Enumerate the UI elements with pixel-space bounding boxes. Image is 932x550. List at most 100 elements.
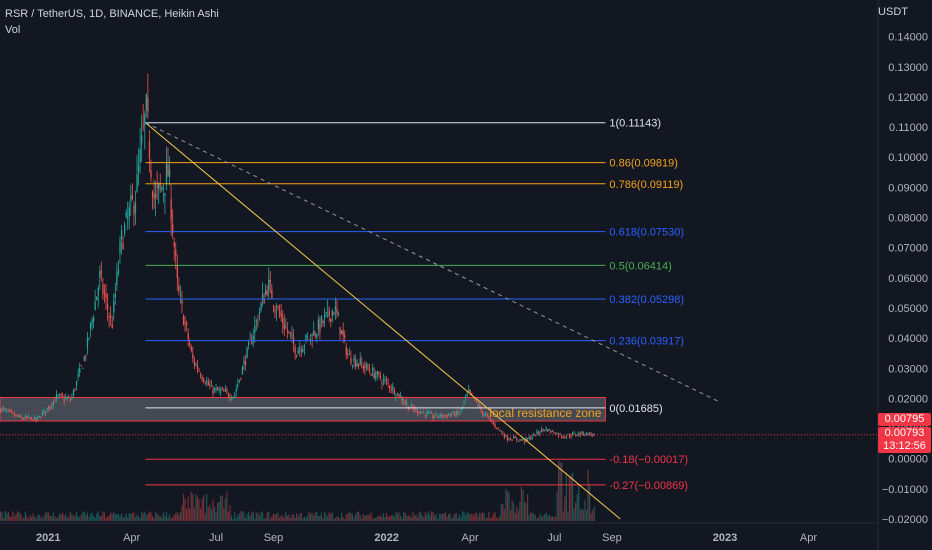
volume-bar <box>447 514 450 521</box>
symbol-title[interactable]: RSR / TetherUS, 1D, BINANCE, Heikin Ashi <box>5 8 219 20</box>
candle-body <box>168 169 171 177</box>
candle-body <box>506 436 509 440</box>
volume-bar <box>354 514 357 521</box>
candle-body <box>305 335 307 341</box>
candle-body <box>530 437 532 440</box>
volume-bar <box>37 514 39 521</box>
volume-bar <box>136 514 138 521</box>
candle-body <box>337 315 340 317</box>
candle-body <box>384 379 386 381</box>
volume-bar <box>339 518 341 521</box>
volume-bar <box>319 515 321 521</box>
dashed-trend-line[interactable] <box>145 122 719 402</box>
volume-bar <box>226 491 228 521</box>
fib-level-label: 0.86(0.09819) <box>609 158 678 170</box>
time-tick-label: Apr <box>461 532 478 544</box>
volume-bar <box>234 511 236 521</box>
volume-bar <box>85 515 87 521</box>
volume-bar <box>289 518 292 521</box>
candle-body <box>186 322 188 326</box>
candle-body <box>361 363 363 364</box>
volume-bar <box>96 513 98 521</box>
candle-body <box>342 330 344 336</box>
volume-bar <box>310 513 312 521</box>
candle-body <box>486 414 488 416</box>
candle-body <box>37 417 39 419</box>
candle-body <box>232 396 234 398</box>
resistance-zone-box[interactable] <box>0 396 606 422</box>
candle-body <box>390 389 392 390</box>
volume-bar <box>458 514 460 521</box>
volume-label[interactable]: Vol <box>5 24 21 36</box>
candle-body <box>542 429 544 431</box>
volume-bar <box>475 512 478 521</box>
candle-body <box>365 363 368 368</box>
candle-body <box>576 434 578 436</box>
price-tick-label: 0.10000 <box>888 152 928 164</box>
candle-body <box>401 397 403 402</box>
candle-body <box>443 415 445 417</box>
volume-bar <box>178 514 180 521</box>
volume-bar <box>308 511 310 521</box>
candle-body <box>263 299 265 304</box>
volume-bar <box>375 518 377 521</box>
candle-body <box>162 188 165 190</box>
candle-body <box>454 414 456 417</box>
volume-bar <box>165 512 168 521</box>
candle-body <box>289 332 292 334</box>
candle-body <box>475 401 478 403</box>
volume-bar <box>7 511 9 521</box>
candle-body <box>260 303 262 311</box>
candle-body <box>406 403 408 404</box>
candle-body <box>286 329 289 332</box>
candle-body <box>144 113 146 126</box>
volume-bar <box>198 499 200 521</box>
candle-body <box>404 401 406 404</box>
volume-bar <box>578 485 580 521</box>
volume-bar <box>217 502 219 521</box>
candle-body <box>282 317 284 324</box>
volume-bar <box>209 504 211 521</box>
candle-body <box>52 401 54 405</box>
candle-body <box>103 292 106 296</box>
volume-bar <box>520 486 522 521</box>
candle-body <box>122 243 124 250</box>
candle-body <box>206 381 208 383</box>
volume-bar <box>406 515 408 521</box>
volume-bar <box>393 516 395 521</box>
volume-bar <box>224 498 226 521</box>
candle-body <box>69 399 72 401</box>
candle-body <box>35 418 37 420</box>
volume-bar <box>232 518 234 521</box>
volume-bar <box>330 513 332 521</box>
candle-body <box>336 308 338 314</box>
volume-bar <box>182 494 185 521</box>
volume-bar <box>413 515 416 521</box>
candle-body <box>429 412 431 414</box>
candle-body <box>458 413 461 415</box>
volume-bar <box>91 512 93 521</box>
volume-bar <box>488 511 490 521</box>
volume-bar <box>511 500 513 521</box>
volume-bar <box>390 515 392 521</box>
candle-body <box>503 435 506 438</box>
volume-bar <box>260 511 262 521</box>
volume-bar <box>334 518 336 521</box>
candle-body <box>416 410 419 413</box>
volume-bar <box>486 517 488 521</box>
price-tick-label: 0.12000 <box>888 92 928 104</box>
volume-bar <box>246 513 248 521</box>
candle-body <box>182 316 185 326</box>
candle-body <box>358 364 360 366</box>
candle-body <box>432 415 434 418</box>
descending-trend-line[interactable] <box>145 122 621 520</box>
volume-bar <box>432 511 434 521</box>
candle-body <box>251 340 253 345</box>
candle-body <box>238 379 240 382</box>
candle-body <box>516 438 518 440</box>
volume-bar <box>418 512 420 521</box>
volume-bar <box>280 515 282 521</box>
volume-bar <box>46 512 48 521</box>
